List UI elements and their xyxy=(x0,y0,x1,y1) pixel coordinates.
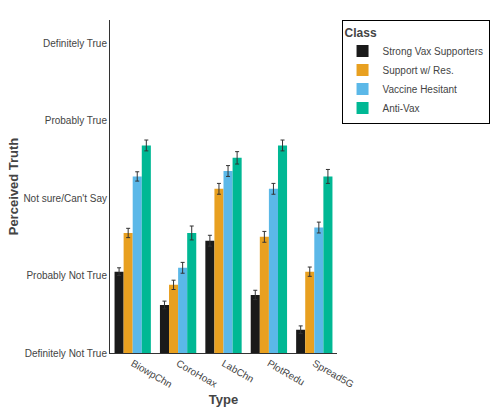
svg-text:Not sure/Can't Say: Not sure/Can't Say xyxy=(23,193,107,204)
svg-text:Class: Class xyxy=(345,26,377,40)
svg-text:BiowpChn: BiowpChn xyxy=(129,358,174,390)
svg-text:Probably True: Probably True xyxy=(45,115,108,126)
svg-text:CoroHoax: CoroHoax xyxy=(175,358,219,390)
svg-text:Strong Vax Supporters: Strong Vax Supporters xyxy=(383,46,483,57)
svg-text:Probably Not True: Probably Not True xyxy=(26,270,107,281)
svg-text:Spread5G: Spread5G xyxy=(311,358,356,390)
svg-text:Definitely Not True: Definitely Not True xyxy=(25,348,108,359)
svg-text:PlotRedu: PlotRedu xyxy=(265,358,306,388)
svg-text:Type: Type xyxy=(209,392,238,407)
svg-text:Perceived Truth: Perceived Truth xyxy=(6,138,21,236)
svg-text:LabChn: LabChn xyxy=(220,358,256,385)
svg-text:Vaccine Hesitant: Vaccine Hesitant xyxy=(383,84,458,95)
svg-text:Definitely True: Definitely True xyxy=(43,38,107,49)
svg-text:Anti-Vax: Anti-Vax xyxy=(383,103,420,114)
svg-text:Support w/ Res.: Support w/ Res. xyxy=(383,65,454,76)
